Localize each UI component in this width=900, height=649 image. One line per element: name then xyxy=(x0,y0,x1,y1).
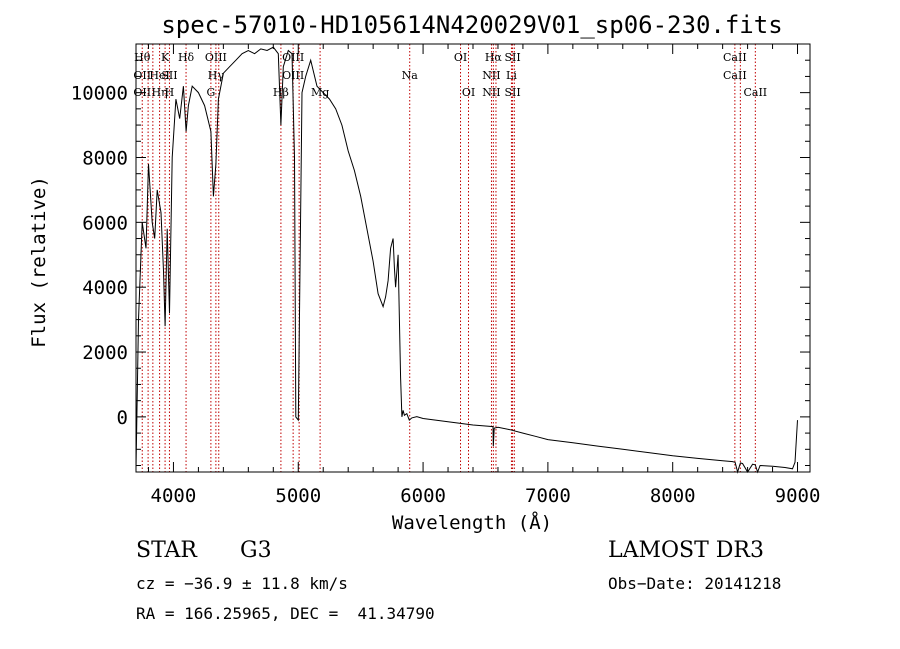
spectral-line-label: OI xyxy=(454,51,467,64)
x-tick-label: 4000 xyxy=(151,485,197,507)
x-axis-label: Wavelength (Å) xyxy=(392,511,552,534)
y-tick-label: 8000 xyxy=(82,147,128,169)
spectral-line-label: Hβ xyxy=(273,86,289,99)
spectral-line-label: Hδ xyxy=(178,51,195,64)
spectral-line-label: OI xyxy=(462,86,475,99)
spectral-line-label: SII xyxy=(504,86,520,99)
spectral-line-label: NII xyxy=(482,69,500,82)
spectral-line-label: Hα xyxy=(485,51,503,64)
y-tick-label: 6000 xyxy=(82,212,128,234)
spectral-line-label: OIII xyxy=(282,69,304,82)
y-tick-label: 4000 xyxy=(82,277,128,299)
spectral-line-label: OIII xyxy=(282,51,304,64)
x-tick-label: 9000 xyxy=(775,485,821,507)
spectral-line-label: Hη xyxy=(151,86,167,99)
y-tick-label: 10000 xyxy=(71,83,128,105)
spectral-line-label: CaII xyxy=(743,86,767,99)
spectral-line-label: Na xyxy=(402,69,419,82)
spectral-line-label: SII xyxy=(504,51,520,64)
spectral-line-label: G xyxy=(206,86,215,99)
x-tick-label: 6000 xyxy=(400,485,446,507)
redshift-cz: cz = −36.9 ± 11.8 km/s xyxy=(136,574,348,593)
spectral-line-label: Li xyxy=(506,69,517,82)
spectral-line-label: OII xyxy=(133,69,151,82)
spectral-line-label: Hγ xyxy=(208,69,225,82)
spectral-subclass: G3 xyxy=(240,538,272,563)
spectral-line-label: OII xyxy=(133,86,151,99)
y-axis-label: Flux (relative) xyxy=(28,176,50,348)
spectral-line-label: NII xyxy=(482,86,500,99)
coordinates: RA = 166.25965, DEC = 41.34790 xyxy=(136,604,435,623)
plot-frame xyxy=(135,43,811,473)
x-tick-label: 5000 xyxy=(275,485,321,507)
spectral-line-label: Hθ xyxy=(134,51,151,64)
spectral-line-label: OIII xyxy=(205,51,227,64)
spectral-line-label: SII xyxy=(161,69,177,82)
spectral-line-label: K xyxy=(161,51,170,64)
chart-title: spec-57010-HD105614N420029V01_sp06-230.f… xyxy=(161,11,782,39)
spectral-line-label: CaII xyxy=(723,51,747,64)
spectral-line-label: HeI xyxy=(149,69,169,82)
x-tick-label: 8000 xyxy=(650,485,696,507)
spectral-line-label: CaII xyxy=(723,69,747,82)
x-tick-label: 7000 xyxy=(525,485,571,507)
spectrum-series-line xyxy=(135,46,798,474)
y-tick-label: 0 xyxy=(117,407,128,429)
spectrum-chart: spec-57010-HD105614N420029V01_sp06-230.f… xyxy=(28,11,821,534)
spectral-line-label: Mg xyxy=(311,86,329,99)
spectral-line-label: H xyxy=(165,86,175,99)
survey-name: LAMOST DR3 xyxy=(608,538,764,563)
y-tick-label: 2000 xyxy=(82,342,128,364)
observation-date: Obs−Date: 20141218 xyxy=(608,574,782,593)
object-type: STAR xyxy=(136,538,197,563)
